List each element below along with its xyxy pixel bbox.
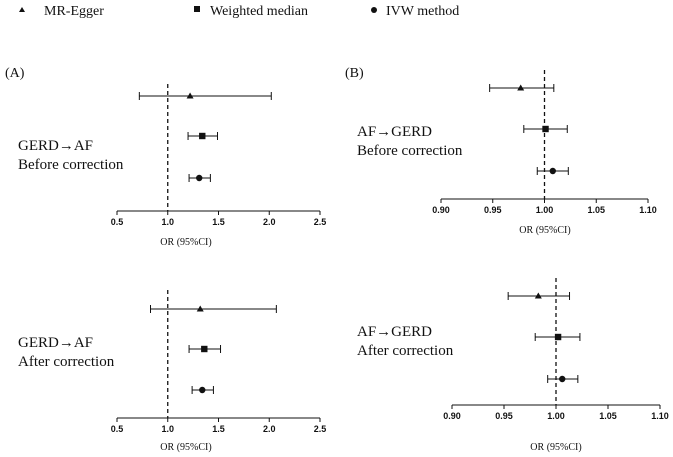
estimate-marker-square bbox=[199, 132, 206, 140]
x-tick-label: 2.0 bbox=[263, 424, 276, 434]
x-axis-label: OR (95%CI) bbox=[160, 442, 211, 453]
panel-label-a: (A) bbox=[5, 66, 25, 81]
panel-label-b: (B) bbox=[345, 66, 364, 81]
panel-title-line-1: GERD→AF bbox=[18, 335, 93, 351]
estimate-marker-circle bbox=[549, 167, 556, 175]
panel-af-gerd-after: AF→GERD After correction 0.90 0.95 1.00 1.0… bbox=[357, 278, 669, 453]
estimate-marker-triangle bbox=[517, 84, 525, 91]
panel-title-line-1: GERD→AF bbox=[18, 138, 93, 154]
x-tick-label: 1.00 bbox=[547, 411, 565, 421]
legend-item-mr-egger: MR-Egger bbox=[19, 4, 104, 19]
legend-item-weighted-median: Weighted median bbox=[194, 4, 308, 19]
x-tick-label: 1.5 bbox=[212, 424, 225, 434]
x-axis-label: OR (95%CI) bbox=[519, 225, 570, 236]
square-marker-icon bbox=[194, 6, 200, 12]
legend: MR-Egger Weighted median IVW method bbox=[19, 4, 459, 19]
x-tick-label: 1.0 bbox=[161, 424, 174, 434]
panel-title-line-1: AF→GERD bbox=[357, 124, 432, 140]
estimate-marker-square bbox=[554, 333, 562, 341]
estimate-marker-triangle bbox=[534, 292, 542, 299]
estimate-marker-square bbox=[542, 125, 549, 133]
estimate-marker-triangle bbox=[186, 92, 194, 99]
x-axis-label: OR (95%CI) bbox=[160, 237, 211, 248]
triangle-marker-icon bbox=[19, 7, 25, 12]
panel-title-line-2: After correction bbox=[357, 343, 454, 359]
x-tick-label: 2.5 bbox=[314, 217, 327, 227]
forest-plot-area: 0.90 0.95 1.00 1.05 1.10 bbox=[432, 70, 657, 215]
estimate-marker-circle bbox=[196, 174, 203, 182]
x-tick-label: 0.5 bbox=[111, 217, 124, 227]
legend-label-ivw-method: IVW method bbox=[386, 4, 459, 19]
estimate-marker-triangle bbox=[196, 305, 204, 312]
x-tick-label: 1.05 bbox=[599, 411, 617, 421]
x-tick-label: 2.0 bbox=[263, 217, 276, 227]
x-tick-label: 0.95 bbox=[495, 411, 513, 421]
estimate-marker-circle bbox=[559, 375, 566, 383]
estimate-marker-square bbox=[201, 345, 208, 353]
x-tick-label: 1.5 bbox=[212, 217, 225, 227]
estimate-marker-circle bbox=[199, 386, 206, 394]
x-tick-label: 1.10 bbox=[651, 411, 669, 421]
x-tick-label: 1.0 bbox=[161, 217, 174, 227]
x-tick-label: 0.5 bbox=[111, 424, 124, 434]
forest-plot-area: 0.5 1.0 1.5 2.0 2.5 bbox=[111, 290, 327, 434]
x-tick-label: 1.00 bbox=[536, 205, 554, 215]
panel-title-line-2: Before correction bbox=[357, 143, 463, 159]
panel-gerd-af-after: GERD→AF After correction 0.5 1.0 1.5 2.0 2.5… bbox=[18, 290, 326, 453]
x-tick-label: 1.05 bbox=[587, 205, 605, 215]
circle-marker-icon bbox=[371, 7, 377, 13]
panel-title-line-2: Before correction bbox=[18, 157, 124, 173]
x-tick-label: 0.90 bbox=[432, 205, 450, 215]
panel-af-gerd-before: (B) AF→GERD Before correction 0.90 0.95 1.… bbox=[345, 66, 657, 236]
forest-plot-area: 0.90 0.95 1.00 1.05 1.10 bbox=[443, 278, 669, 421]
x-tick-label: 0.95 bbox=[484, 205, 502, 215]
x-tick-label: 0.90 bbox=[443, 411, 461, 421]
x-tick-label: 1.10 bbox=[639, 205, 657, 215]
panel-gerd-af-before: (A) GERD→AF Before correction 0.5 1.0 1.5 2… bbox=[5, 66, 326, 248]
panel-title-line-2: After correction bbox=[18, 354, 115, 370]
x-tick-label: 2.5 bbox=[314, 424, 327, 434]
panel-title-line-1: AF→GERD bbox=[357, 324, 432, 340]
legend-label-weighted-median: Weighted median bbox=[210, 4, 308, 19]
legend-label-mr-egger: MR-Egger bbox=[44, 4, 104, 19]
legend-item-ivw-method: IVW method bbox=[371, 4, 459, 19]
forest-plot-area: 0.5 1.0 1.5 2.0 2.5 bbox=[111, 84, 327, 227]
x-axis-label: OR (95%CI) bbox=[530, 442, 581, 453]
